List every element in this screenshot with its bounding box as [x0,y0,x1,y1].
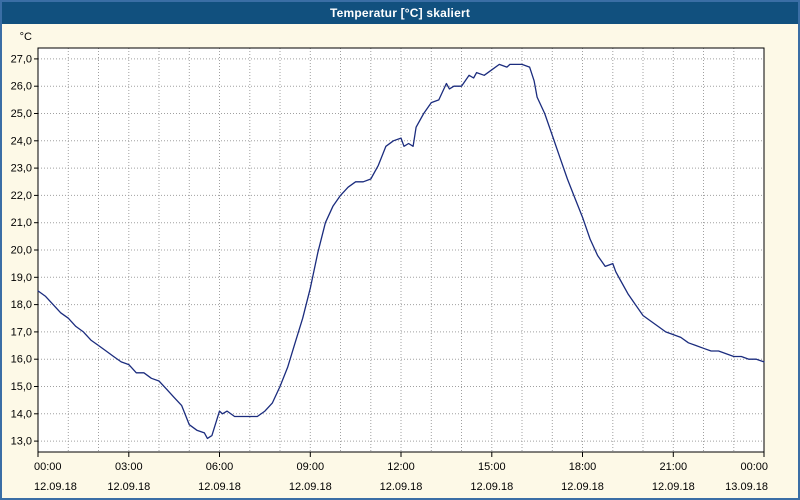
y-axis-unit-label: °C [20,31,32,43]
svg-text:12.09.18: 12.09.18 [652,481,695,493]
svg-text:00:00: 00:00 [34,461,62,473]
svg-text:12:00: 12:00 [387,461,415,473]
y-axis-labels: 13,0 14,0 15,0 16,0 17,0 18,0 19,0 20,0 21,0 22,0… [11,53,38,448]
svg-text:18,0: 18,0 [11,299,32,311]
chart-area: 13,0 14,0 15,0 16,0 17,0 18,0 19,0 20,0 21,0 22,0… [2,24,798,498]
svg-text:21,0: 21,0 [11,217,32,229]
svg-text:12.09.18: 12.09.18 [380,481,423,493]
svg-text:25,0: 25,0 [11,108,32,120]
svg-text:18:00: 18:00 [569,461,597,473]
svg-text:20,0: 20,0 [11,245,32,257]
svg-text:15,0: 15,0 [11,381,32,393]
svg-text:12.09.18: 12.09.18 [561,481,604,493]
svg-text:15:00: 15:00 [478,461,506,473]
svg-text:14,0: 14,0 [11,408,32,420]
svg-text:27,0: 27,0 [11,53,32,65]
svg-text:03:00: 03:00 [115,461,143,473]
svg-text:17,0: 17,0 [11,326,32,338]
svg-text:13.09.18: 13.09.18 [725,481,768,493]
plot-border [37,47,765,453]
temperature-series-line [37,63,765,440]
svg-text:22,0: 22,0 [11,190,32,202]
svg-text:12.09.18: 12.09.18 [198,481,241,493]
temperature-chart: 13,0 14,0 15,0 16,0 17,0 18,0 19,0 20,0 21,0 22,0… [11,31,768,493]
svg-text:06:00: 06:00 [206,461,234,473]
svg-text:16,0: 16,0 [11,354,32,366]
svg-text:12.09.18: 12.09.18 [107,481,150,493]
svg-text:12.09.18: 12.09.18 [289,481,332,493]
svg-text:19,0: 19,0 [11,272,32,284]
window-title-bar: Temperatur [°C] skaliert [2,2,798,24]
window-title: Temperatur [°C] skaliert [329,6,471,20]
svg-text:24,0: 24,0 [11,135,32,147]
svg-text:09:00: 09:00 [297,461,325,473]
svg-text:12.09.18: 12.09.18 [34,481,77,493]
svg-text:13,0: 13,0 [11,436,32,448]
svg-text:00:00: 00:00 [740,461,768,473]
svg-text:21:00: 21:00 [660,461,688,473]
svg-text:26,0: 26,0 [11,81,32,93]
x-axis-labels: 00:00 12.09.18 03:00 12.09.18 06:00 12.09.18 0… [34,452,768,493]
svg-text:12.09.18: 12.09.18 [470,481,513,493]
svg-text:23,0: 23,0 [11,163,32,175]
horizontal-gridlines [38,58,764,442]
